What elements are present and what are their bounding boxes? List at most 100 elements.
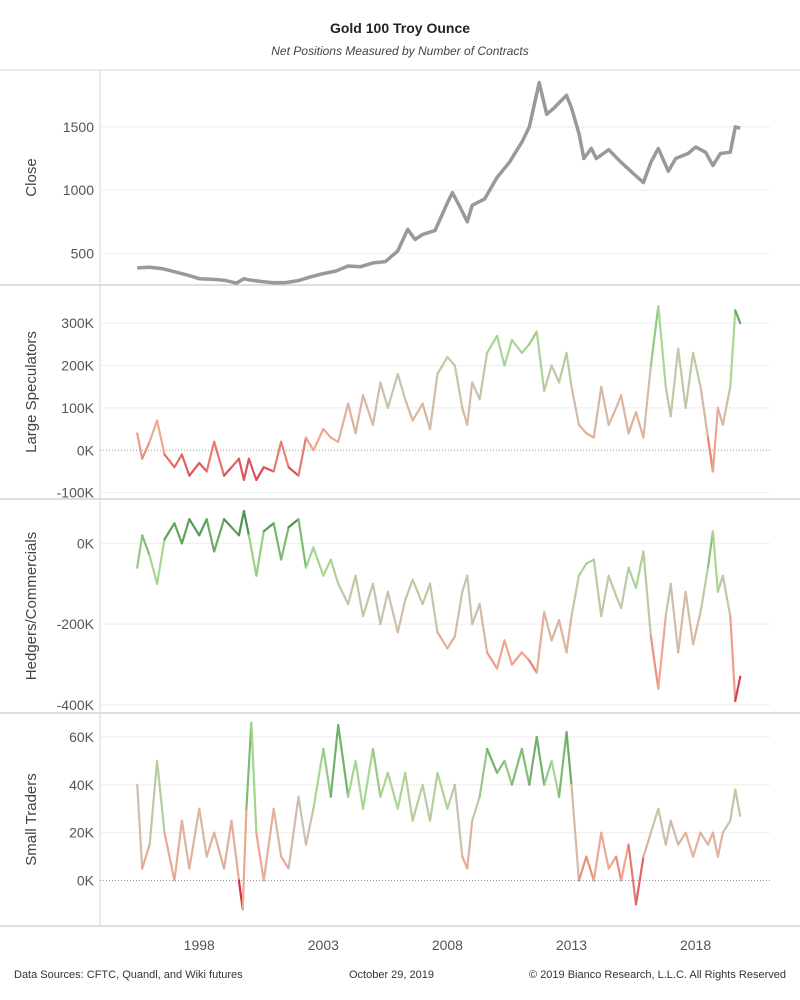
small-traders-series-segment xyxy=(585,855,595,882)
small-traders-series-segment xyxy=(570,783,581,882)
large-speculators-series-segment xyxy=(471,381,481,401)
hedgers-commercials-series-segment xyxy=(205,518,216,553)
large-speculators-y-tick-label: 300K xyxy=(61,315,94,331)
large-speculators-series-segment xyxy=(615,394,623,409)
large-speculators-series-segment xyxy=(136,432,144,460)
hedgers-commercials-series-segment xyxy=(411,578,424,606)
hedgers-commercials-series-segment xyxy=(577,562,588,577)
hedgers-commercials-series-segment xyxy=(677,590,687,654)
large-speculators-series-segment xyxy=(396,372,407,401)
large-speculators-series-segment xyxy=(337,402,350,443)
hedgers-commercials-y-tick-label: 0K xyxy=(77,535,95,551)
small-traders-series-segment xyxy=(354,759,365,810)
small-traders-series-segment xyxy=(577,855,588,882)
large-speculators-series-segment xyxy=(585,432,595,439)
hedgers-commercials-series-segment xyxy=(734,675,742,702)
large-speculators-series-segment xyxy=(535,330,546,393)
small-traders-series-segment xyxy=(550,759,561,798)
small-traders-series-segment xyxy=(337,723,350,798)
large-speculators-series-segment xyxy=(361,394,375,426)
large-speculators-series-segment xyxy=(642,364,652,439)
large-speculators-series-segment xyxy=(262,466,275,473)
large-speculators-series-segment xyxy=(242,457,250,482)
large-speculators-series-segment xyxy=(379,381,389,409)
small-traders-axis-title: Small Traders xyxy=(23,773,40,866)
small-traders-series-segment xyxy=(222,819,233,870)
hedgers-commercials-series-segment xyxy=(657,614,667,690)
hedgers-commercials-series-segment xyxy=(297,518,308,569)
hedgers-commercials-series-segment xyxy=(585,558,595,565)
small-traders-series-segment xyxy=(446,783,456,810)
hedgers-commercials-series-segment xyxy=(510,651,523,666)
hedgers-commercials-series-segment xyxy=(272,522,283,561)
large-speculators-series-segment xyxy=(634,411,645,439)
large-speculators-series-segment xyxy=(570,385,581,426)
small-traders-series-segment xyxy=(141,843,151,870)
small-traders-series-segment xyxy=(592,831,603,882)
large-speculators-series-segment xyxy=(322,427,332,439)
hedgers-commercials-series-segment xyxy=(557,619,568,654)
large-speculators-series-segment xyxy=(446,355,456,367)
small-traders-series-segment xyxy=(620,843,630,882)
small-traders-series-segment xyxy=(155,759,166,834)
small-traders-series-segment xyxy=(198,807,208,858)
small-traders-series-segment xyxy=(535,735,546,786)
close-y-tick-label: 1000 xyxy=(63,182,94,198)
hedgers-commercials-series-segment xyxy=(471,602,481,626)
close-axis-title: Close xyxy=(23,158,40,196)
large-speculators-series-segment xyxy=(565,351,573,388)
large-speculators-series-segment xyxy=(716,406,724,426)
x-tick-label-2008: 2008 xyxy=(432,937,463,953)
large-speculators-series-segment xyxy=(198,461,208,473)
hedgers-commercials-series-segment xyxy=(396,598,407,634)
hedgers-commercials-series-segment xyxy=(466,574,474,626)
hedgers-commercials-series-segment xyxy=(379,590,389,626)
large-speculators-series-segment xyxy=(453,364,464,409)
small-traders-series-segment xyxy=(163,831,176,882)
hedgers-commercials-series-segment xyxy=(421,582,432,606)
hedgers-commercials-series-segment xyxy=(478,602,489,654)
small-traders-series-segment xyxy=(297,795,308,846)
hedgers-commercials-series-segment xyxy=(163,522,176,541)
large-speculators-series-segment xyxy=(729,309,737,388)
hedgers-commercials-series-segment xyxy=(570,574,581,618)
large-speculators-series-segment xyxy=(347,402,357,435)
hedgers-commercials-series-segment xyxy=(428,582,439,634)
small-traders-series-segment xyxy=(528,735,538,786)
small-traders-series-segment xyxy=(379,771,389,798)
hedgers-commercials-series-segment xyxy=(361,582,375,618)
small-traders-series-segment xyxy=(657,807,667,846)
large-speculators-series-segment xyxy=(600,385,610,426)
small-traders-series-segment xyxy=(213,831,226,870)
small-traders-series-segment xyxy=(361,747,375,810)
hedgers-commercials-series-segment xyxy=(446,635,456,650)
hedgers-commercials-series-segment xyxy=(699,566,710,614)
large-speculators-series-segment xyxy=(684,351,695,409)
hedgers-commercials-series-segment xyxy=(230,526,241,537)
hedgers-commercials-series-segment xyxy=(729,614,737,702)
small-traders-series-segment xyxy=(699,831,710,846)
small-traders-series-segment xyxy=(262,807,275,882)
small-traders-series-segment xyxy=(706,831,715,846)
large-speculators-axis-title: Large Speculators xyxy=(23,331,40,453)
large-speculators-series-segment xyxy=(280,440,290,469)
hedgers-commercials-series-segment xyxy=(155,538,166,585)
hedgers-commercials-series-segment xyxy=(404,578,414,602)
large-speculators-series-segment xyxy=(188,461,201,477)
small-traders-y-tick-label: 0K xyxy=(77,873,95,889)
small-traders-series-segment xyxy=(486,747,499,774)
hedgers-commercials-series-segment xyxy=(304,546,315,569)
small-traders-series-segment xyxy=(471,795,481,822)
large-speculators-series-segment xyxy=(213,440,226,477)
small-traders-series-segment xyxy=(148,759,159,846)
large-speculators-series-segment xyxy=(528,330,538,346)
large-speculators-series-segment xyxy=(461,406,469,426)
small-traders-y-tick-label: 40K xyxy=(69,777,95,793)
small-traders-series-segment xyxy=(642,831,652,858)
small-traders-series-segment xyxy=(329,723,340,798)
large-speculators-series-segment xyxy=(329,436,340,443)
small-traders-series-segment xyxy=(371,747,382,798)
small-traders-series-segment xyxy=(691,831,702,858)
hedgers-commercials-series-segment xyxy=(136,534,144,569)
hedgers-commercials-y-tick-label: -400K xyxy=(57,697,95,713)
